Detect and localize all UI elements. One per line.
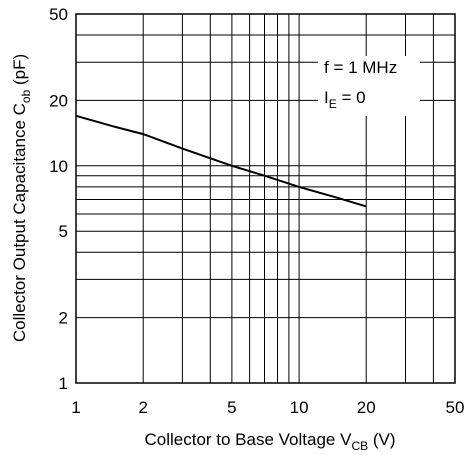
x-tick-label: 10 <box>290 398 309 417</box>
y-tick-label: 5 <box>59 222 68 241</box>
annotation-emitter-current: IE = 0 <box>324 88 366 111</box>
grid <box>76 14 455 383</box>
annotation-box <box>318 56 420 116</box>
y-tick-labels: 1 2 5 10 20 50 <box>49 5 68 393</box>
y-tick-label: 10 <box>49 157 68 176</box>
plot-frame <box>75 13 456 384</box>
x-tick-label: 2 <box>138 398 147 417</box>
y-tick-label: 50 <box>49 5 68 24</box>
y-axis-label: Collector Output Capacitance Cob (pF) <box>10 54 33 342</box>
x-axis-label: Collector to Base Voltage VCB (V) <box>144 430 395 453</box>
x-tick-label: 50 <box>446 398 465 417</box>
x-tick-label: 20 <box>357 398 376 417</box>
x-tick-labels: 1 2 5 10 20 50 <box>71 398 464 417</box>
y-tick-label: 20 <box>49 91 68 110</box>
y-tick-label: 2 <box>59 309 68 328</box>
x-tick-label: 1 <box>71 398 80 417</box>
x-tick-label: 5 <box>227 398 236 417</box>
y-tick-label: 1 <box>59 374 68 393</box>
annotation-frequency: f = 1 MHz <box>324 58 397 77</box>
series-line <box>75 114 367 208</box>
data-series <box>75 114 367 208</box>
